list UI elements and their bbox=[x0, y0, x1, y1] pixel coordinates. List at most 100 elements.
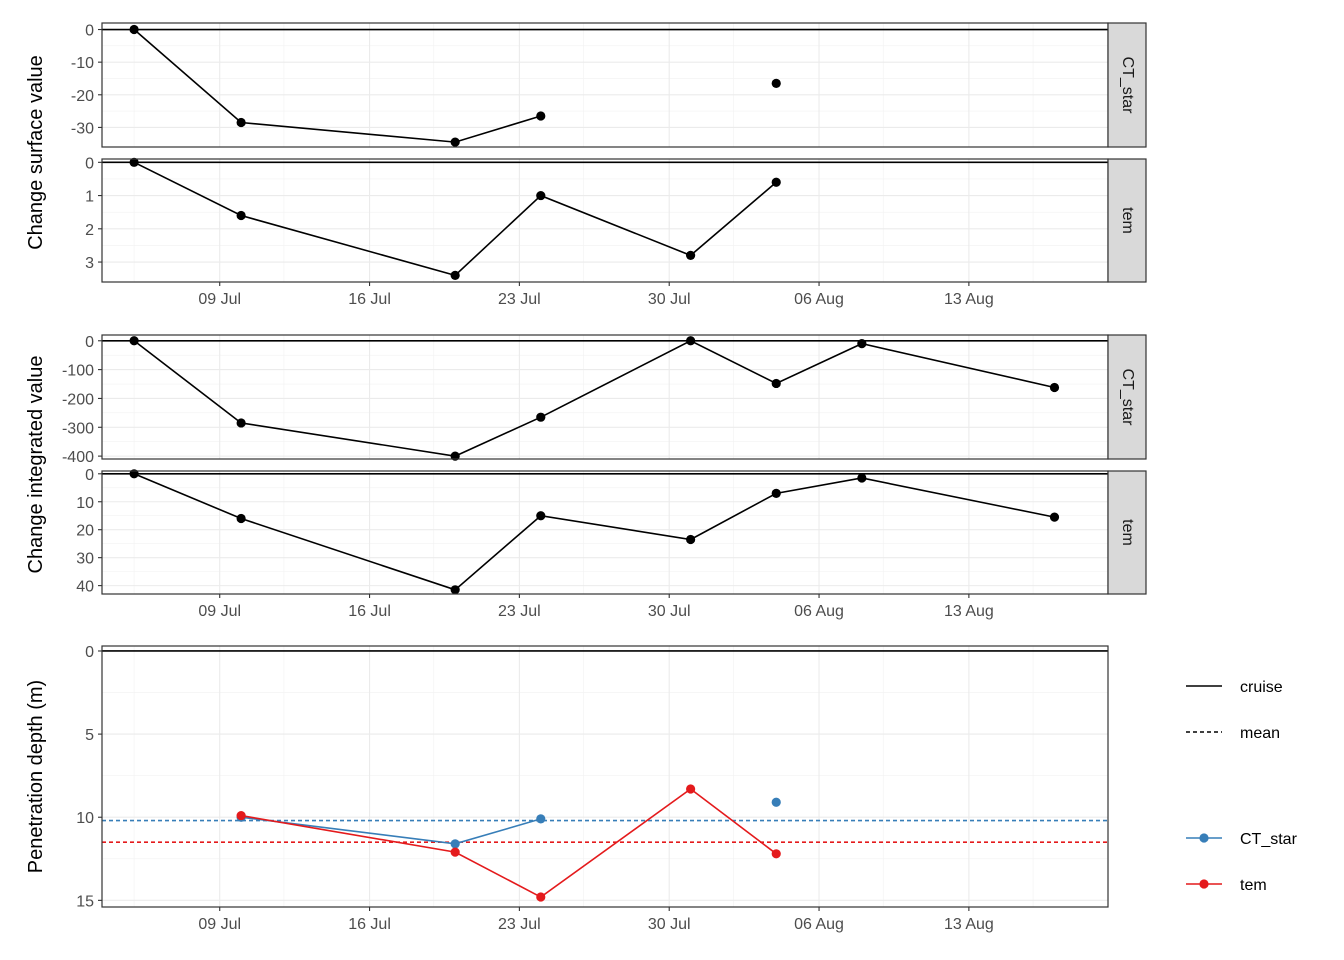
panel-background bbox=[102, 23, 1108, 147]
series-tem bbox=[236, 784, 781, 902]
data-point bbox=[771, 177, 781, 187]
y-tick-label: 3 bbox=[85, 255, 94, 272]
x-tick-label: 09 Jul bbox=[198, 291, 241, 308]
y-tick-label: -20 bbox=[71, 88, 94, 105]
data-point bbox=[450, 847, 460, 857]
y-axis-title: Change integrated value bbox=[25, 356, 47, 574]
x-tick-label: 30 Jul bbox=[648, 603, 691, 620]
data-point bbox=[450, 270, 460, 280]
data-point bbox=[236, 810, 246, 821]
data-point bbox=[450, 137, 460, 147]
strip-label: CT_star bbox=[1119, 369, 1136, 427]
data-point bbox=[236, 210, 246, 221]
x-tick-label: 13 Aug bbox=[944, 291, 994, 308]
data-point bbox=[450, 839, 460, 849]
data-point bbox=[536, 111, 546, 121]
strip-background bbox=[1107, 470, 1147, 595]
y-tick-label: -300 bbox=[62, 420, 94, 437]
x-tick-label: 06 Aug bbox=[794, 603, 844, 620]
y-tick-label: 20 bbox=[76, 523, 94, 540]
legend-label-cruise: cruise bbox=[1240, 679, 1283, 696]
data-point bbox=[857, 473, 867, 483]
y-tick-label: 10 bbox=[76, 495, 94, 512]
y-tick-label: 40 bbox=[76, 579, 94, 596]
panel-background bbox=[102, 335, 1108, 459]
data-point bbox=[536, 892, 546, 902]
panel-border bbox=[101, 645, 1109, 908]
y-tick-label: -100 bbox=[62, 363, 94, 380]
x-tick-label: 16 Jul bbox=[348, 603, 391, 620]
strip-background bbox=[1107, 158, 1147, 283]
chart-1-facet-CT_star: -30 -20 -10 0 bbox=[71, 22, 1109, 148]
chart-1-facet-tem: 0 1 2 3 bbox=[85, 155, 1109, 283]
strip-background bbox=[1107, 22, 1147, 148]
y-tick-label: 0 bbox=[85, 644, 94, 661]
y-axis-title: Change surface value bbox=[25, 55, 47, 250]
x-axis: 09 Jul 16 Jul 23 Jul 30 Jul 06 Aug 13 Aug bbox=[198, 594, 994, 620]
x-tick-label: 13 Aug bbox=[944, 916, 994, 933]
series-line bbox=[133, 28, 542, 143]
strip-background bbox=[1107, 334, 1147, 460]
x-tick-label: 13 Aug bbox=[944, 603, 994, 620]
x-tick-label: 06 Aug bbox=[794, 291, 844, 308]
series-line bbox=[133, 161, 777, 277]
data-point bbox=[129, 24, 139, 35]
series-line bbox=[133, 339, 1055, 457]
x-tick-label: 09 Jul bbox=[198, 603, 241, 620]
y-tick-label: -400 bbox=[62, 449, 94, 466]
y-tick-label: 0 bbox=[85, 334, 94, 351]
strip-label: CT_star bbox=[1119, 57, 1136, 115]
y-tick-label: 0 bbox=[85, 23, 94, 40]
data-point bbox=[771, 378, 781, 389]
legend-point-CT_star bbox=[1199, 833, 1209, 843]
y-tick-label: 15 bbox=[76, 893, 94, 910]
panel-background bbox=[102, 471, 1108, 594]
chart-3-panel: 0 5 10 15 bbox=[76, 644, 1109, 910]
x-tick-label: 06 Aug bbox=[794, 916, 844, 933]
legend-label-mean: mean bbox=[1240, 725, 1280, 742]
data-point bbox=[771, 488, 781, 498]
y-tick-label: 10 bbox=[76, 810, 94, 827]
data-point bbox=[686, 784, 696, 794]
facet-strip: CT_star bbox=[1107, 22, 1147, 148]
data-point bbox=[686, 250, 696, 261]
data-point bbox=[236, 513, 246, 524]
y-tick-label: -10 bbox=[71, 55, 94, 72]
legend-label-CT_star: CT_star bbox=[1240, 831, 1298, 848]
data-point bbox=[536, 412, 546, 422]
x-tick-label: 30 Jul bbox=[648, 291, 691, 308]
data-point bbox=[771, 849, 781, 859]
data-point bbox=[1049, 512, 1060, 522]
x-tick-label: 09 Jul bbox=[198, 916, 241, 933]
x-axis: 09 Jul 16 Jul 23 Jul 30 Jul 06 Aug 13 Aug bbox=[198, 907, 994, 933]
y-tick-label: -30 bbox=[71, 120, 94, 137]
data-point bbox=[857, 339, 867, 349]
strip-label: tem bbox=[1119, 207, 1136, 234]
x-tick-label: 23 Jul bbox=[498, 916, 541, 933]
y-tick-label: 2 bbox=[85, 222, 94, 239]
strip-label: tem bbox=[1119, 519, 1136, 546]
x-tick-label: 23 Jul bbox=[498, 603, 541, 620]
data-point bbox=[536, 511, 546, 521]
y-tick-label: 0 bbox=[85, 155, 94, 172]
y-tick-label: 0 bbox=[85, 467, 94, 484]
facet-strip: tem bbox=[1107, 470, 1147, 595]
x-tick-label: 16 Jul bbox=[348, 916, 391, 933]
x-tick-label: 23 Jul bbox=[498, 291, 541, 308]
data-point bbox=[129, 336, 139, 346]
chart-2-facet-CT_star: -400 -300 -200 -100 0 bbox=[62, 334, 1109, 466]
x-axis: 09 Jul 16 Jul 23 Jul 30 Jul 06 Aug 13 Aug bbox=[198, 282, 994, 308]
panel-background bbox=[102, 646, 1108, 907]
y-tick-label: -200 bbox=[62, 391, 94, 408]
y-axis-title: Penetration depth (m) bbox=[25, 680, 47, 873]
y-tick-label: 1 bbox=[85, 189, 94, 206]
chart-2-facet-tem: 0 10 20 30 40 bbox=[76, 467, 1109, 596]
data-point bbox=[129, 157, 139, 167]
y-tick-label: 30 bbox=[76, 551, 94, 568]
x-tick-label: 16 Jul bbox=[348, 291, 391, 308]
x-tick-label: 30 Jul bbox=[648, 916, 691, 933]
data-point bbox=[1049, 382, 1060, 393]
data-point bbox=[686, 336, 696, 346]
